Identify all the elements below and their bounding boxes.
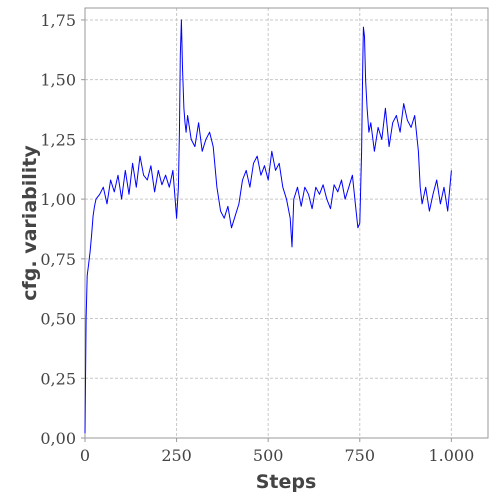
y-tick-label: 1,75: [40, 11, 76, 30]
y-tick-label: 1,00: [40, 190, 76, 209]
y-tick-label: 0,25: [40, 369, 76, 388]
y-tick-label: 0,50: [40, 310, 76, 329]
x-tick-label: 750: [344, 446, 375, 465]
y-tick-label: 0,75: [40, 250, 76, 269]
plot-frame: [84, 7, 489, 439]
x-tick-label: 250: [161, 446, 192, 465]
y-tick-label: 1,25: [40, 130, 76, 149]
x-axis-title: Steps: [256, 471, 317, 493]
plot-background: [85, 8, 488, 438]
x-tick-label: 500: [253, 446, 284, 465]
y-tick-label: 1,50: [40, 71, 76, 90]
axis-ticks: 0,00 0,25 0,50 0,75 1,00 1,25 1,50 1,75 0 250 500 7…: [40, 11, 474, 465]
series-line-0: [84, 19, 452, 434]
x-tick-label: 1.000: [428, 446, 474, 465]
y-tick-label: 0,00: [40, 429, 76, 448]
x-tick-label: 0: [80, 446, 90, 465]
y-axis-title: cfg. variability: [19, 145, 41, 301]
series-layer: [84, 19, 452, 434]
